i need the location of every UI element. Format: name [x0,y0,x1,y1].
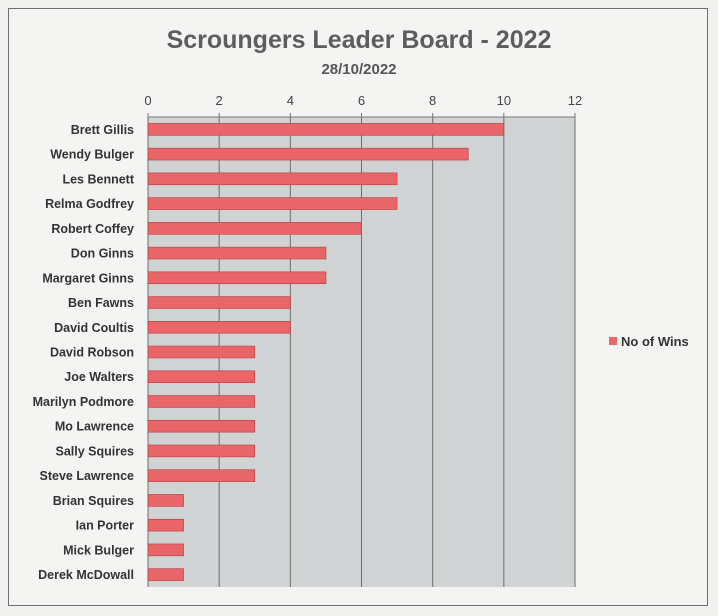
category-label: David Coultis [54,321,134,335]
category-label: Ian Porter [76,519,134,533]
legend: No of Wins [609,334,689,349]
legend-swatch [609,337,617,345]
category-label: Brian Squires [53,494,134,508]
category-label: Les Bennett [62,172,134,186]
legend-label: No of Wins [621,334,689,349]
bar [147,271,327,285]
x-tick-label: 4 [287,93,294,108]
bar [147,246,327,260]
x-tick-label: 12 [568,93,582,108]
bar [147,419,256,433]
bar [147,123,505,136]
bar [147,147,469,161]
category-label: David Robson [50,346,134,360]
x-tick-label: 6 [358,93,365,108]
category-label: Relma Godfrey [45,197,134,211]
bar [147,321,291,334]
category-label: Margaret Ginns [42,271,134,285]
bar [147,222,362,235]
category-labels: Brett Gillis Wendy Bulger Les Bennett Relma… [33,123,135,582]
category-label: Derek McDowall [38,568,134,582]
category-label: Steve Lawrence [40,469,135,483]
x-tick-label: 0 [144,93,151,108]
chart-subtitle: 28/10/2022 [321,61,397,78]
bar [147,444,256,458]
category-label: Mick Bulger [63,543,134,557]
bar [147,469,256,482]
x-tick-label: 8 [429,93,436,108]
category-label: Don Ginns [71,247,134,261]
category-label: Mo Lawrence [55,420,134,434]
category-label: Sally Squires [55,444,134,458]
category-label: Joe Walters [64,370,134,384]
bar [147,296,291,309]
bar [147,543,184,557]
bar [147,172,398,186]
bars [147,123,505,581]
bar [147,568,184,581]
x-axis-ticks: 0 2 4 6 8 10 12 [144,93,582,118]
category-label: Brett Gillis [71,123,134,137]
category-label: Robert Coffey [51,222,134,236]
bar [147,494,184,507]
chart-title: Scroungers Leader Board - 2022 [166,26,552,54]
x-tick-label: 10 [497,93,511,108]
bar [147,395,256,408]
bar [147,345,256,359]
x-tick-label: 2 [216,93,223,108]
bar [147,370,256,383]
category-label: Ben Fawns [68,296,134,310]
bar [147,197,398,210]
category-label: Wendy Bulger [50,148,134,162]
category-label: Marilyn Podmore [33,395,134,409]
bar [147,518,184,532]
